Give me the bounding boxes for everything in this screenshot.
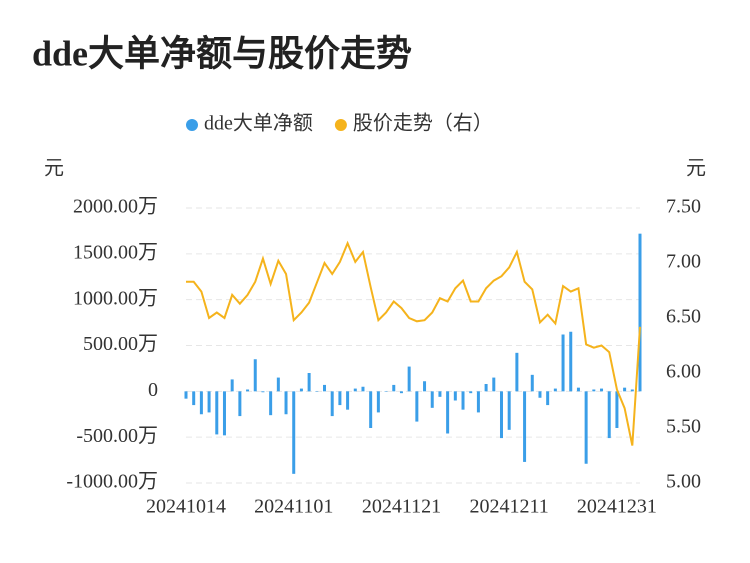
y2-tick-label: 7.50 xyxy=(666,196,701,218)
bar xyxy=(307,373,311,392)
bar xyxy=(192,391,196,406)
bar xyxy=(438,391,442,397)
bar xyxy=(184,391,188,399)
bar xyxy=(323,384,327,392)
bar xyxy=(561,334,565,392)
y-tick-label: 0 xyxy=(148,379,158,401)
bar xyxy=(353,388,357,392)
bar xyxy=(269,391,273,416)
bar xyxy=(423,381,427,392)
bar xyxy=(361,386,365,392)
y-tick-label: -500.00万 xyxy=(76,425,158,447)
bar xyxy=(484,384,488,392)
bar xyxy=(538,391,542,398)
bar xyxy=(453,391,457,401)
bar xyxy=(600,388,604,392)
bar xyxy=(276,377,280,392)
bar xyxy=(507,391,511,430)
bar xyxy=(430,391,434,408)
y2-tick-label: 6.50 xyxy=(666,306,701,328)
bar xyxy=(407,366,411,392)
bar xyxy=(399,391,403,394)
bar xyxy=(222,391,226,436)
x-tick-label: 20241121 xyxy=(362,496,441,518)
bar xyxy=(246,389,250,392)
bar xyxy=(369,391,373,428)
bar xyxy=(469,391,473,394)
bar xyxy=(553,388,557,392)
bar xyxy=(199,391,203,415)
bar xyxy=(623,387,627,392)
bar xyxy=(607,391,611,439)
bar xyxy=(584,391,588,464)
bar xyxy=(546,391,550,406)
bar xyxy=(338,391,342,406)
bar xyxy=(253,359,257,392)
bar xyxy=(315,391,319,392)
bar xyxy=(569,331,573,392)
bar xyxy=(215,391,219,435)
bar xyxy=(492,377,496,392)
x-tick-label: 20241231 xyxy=(577,496,657,518)
y2-tick-label: 5.00 xyxy=(666,471,701,493)
y2-tick-label: 7.00 xyxy=(666,251,701,273)
y-tick-label: -1000.00万 xyxy=(66,471,158,493)
legend-marker xyxy=(186,119,198,131)
bar xyxy=(376,391,380,413)
bar xyxy=(638,233,642,392)
y-tick-label: 500.00万 xyxy=(83,333,158,355)
y-tick-label: 2000.00万 xyxy=(73,196,158,218)
chart-title: dde大单净额与股价走势 xyxy=(32,33,412,73)
bar xyxy=(238,391,242,417)
bar xyxy=(523,391,527,462)
legend-label: 股价走势（右） xyxy=(353,112,493,135)
y-tick-label: 1500.00万 xyxy=(73,241,158,263)
bar xyxy=(299,388,303,392)
bar xyxy=(461,391,465,410)
bar xyxy=(576,387,580,392)
bar xyxy=(392,384,396,392)
bar xyxy=(261,391,265,393)
bar xyxy=(630,389,634,392)
y-tick-label: 1000.00万 xyxy=(73,287,158,309)
price-line xyxy=(186,240,641,446)
x-tick-label: 20241101 xyxy=(254,496,333,518)
bar xyxy=(330,391,334,417)
y2-tick-label: 6.00 xyxy=(666,361,701,383)
bar xyxy=(230,379,234,392)
bar xyxy=(384,391,388,392)
bar xyxy=(292,391,296,474)
bar xyxy=(499,391,503,439)
bar xyxy=(284,391,288,415)
bar xyxy=(446,391,450,434)
bar xyxy=(415,391,419,422)
bar xyxy=(346,391,350,410)
bar xyxy=(207,391,211,413)
y2-axis-label: 元 xyxy=(686,158,706,180)
bar xyxy=(592,389,596,392)
bar xyxy=(515,352,519,392)
x-tick-label: 20241211 xyxy=(470,496,549,518)
bar xyxy=(530,374,534,392)
x-tick-label: 20241014 xyxy=(146,496,226,518)
y-axis-label: 元 xyxy=(44,158,64,180)
y2-tick-label: 5.50 xyxy=(666,416,701,438)
legend-marker xyxy=(334,119,347,131)
bar xyxy=(476,391,480,413)
legend-label: dde大单净额 xyxy=(204,112,313,135)
bar xyxy=(615,391,619,428)
